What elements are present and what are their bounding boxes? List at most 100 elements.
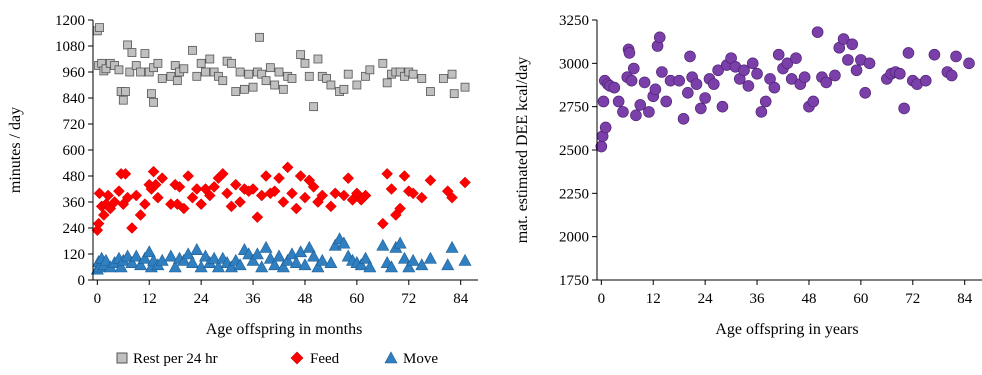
left-feed-point bbox=[108, 196, 121, 208]
right-series-0-point bbox=[699, 92, 711, 104]
left-feed-point bbox=[221, 187, 233, 200]
left-rest-per-24-hr-point bbox=[313, 54, 323, 64]
left-rest-per-24-hr-point bbox=[235, 67, 245, 77]
left-move-point bbox=[134, 258, 148, 271]
right-series-0-point bbox=[707, 78, 720, 90]
right-series-0-point bbox=[673, 74, 685, 87]
left-rest-per-24-hr-point bbox=[114, 65, 124, 75]
left-rest-per-24-hr-point bbox=[300, 58, 310, 68]
right-series-0-point bbox=[902, 47, 915, 59]
left-move-point bbox=[406, 253, 420, 266]
left-feed-point bbox=[381, 167, 394, 180]
left-feed-point bbox=[119, 167, 132, 180]
left-rest-per-24-hr-point bbox=[149, 97, 158, 107]
left-x-tick-label: 48 bbox=[297, 291, 312, 307]
left-rest-per-24-hr-point bbox=[140, 49, 150, 58]
left-feed-point bbox=[93, 187, 106, 200]
left-move-point bbox=[198, 249, 212, 262]
left-rest-per-24-hr-point bbox=[240, 84, 249, 94]
left-move-point bbox=[272, 249, 286, 262]
right-series-0-point bbox=[682, 87, 694, 99]
right-series-0-point bbox=[660, 95, 673, 108]
left-rest-per-24-hr-point bbox=[125, 67, 135, 77]
left-feed-point bbox=[407, 187, 419, 200]
right-y-tick-label: 2750 bbox=[559, 100, 589, 116]
left-rest-per-24-hr-point bbox=[172, 76, 182, 86]
left-move-point bbox=[281, 253, 295, 266]
left-rest-per-24-hr-point bbox=[270, 80, 280, 90]
right-series-0-point bbox=[638, 76, 651, 89]
left-rest-per-24-hr-point bbox=[244, 69, 254, 79]
left-feed-point bbox=[216, 167, 229, 180]
left-feed-point bbox=[147, 165, 160, 178]
left-feed-point bbox=[173, 180, 186, 193]
left-feed-point bbox=[97, 209, 110, 221]
left-rest-per-24-hr-point bbox=[447, 69, 457, 79]
left-rest-per-24-hr-point bbox=[192, 71, 202, 81]
left-x-tick-label: 84 bbox=[453, 291, 469, 307]
left-x-tick-label: 60 bbox=[349, 291, 364, 307]
right-series-0-point bbox=[649, 83, 662, 96]
right-series-0-point bbox=[690, 78, 703, 90]
right-series-0-point bbox=[811, 26, 824, 38]
activity-chart: 0 120 240 360 480 600 720 840 960 1080 1200 0 12 24 36… bbox=[7, 13, 478, 338]
left-feed-point bbox=[281, 161, 294, 174]
left-rest-per-24-hr-point bbox=[157, 74, 167, 83]
left-feed-point bbox=[247, 183, 259, 195]
left-rest-per-24-hr-point bbox=[201, 67, 210, 77]
legend-feed-marker bbox=[290, 351, 304, 365]
right-series-0-point bbox=[738, 64, 750, 77]
right-series-0-point bbox=[790, 52, 802, 64]
right-series-0-point bbox=[919, 74, 932, 87]
left-feed-point bbox=[134, 209, 147, 221]
right-series-0-point bbox=[599, 121, 612, 134]
left-feed-point bbox=[130, 189, 143, 202]
left-move-point bbox=[114, 260, 128, 273]
left-rest-per-24-hr-point bbox=[179, 64, 189, 74]
left-rest-per-24-hr-point bbox=[261, 76, 271, 86]
right-x-tick-label: 24 bbox=[698, 291, 714, 307]
left-feed-point bbox=[156, 172, 169, 185]
left-move-point bbox=[415, 258, 429, 271]
left-y-tick-label: 1080 bbox=[55, 39, 85, 55]
left-feed-point bbox=[294, 170, 307, 182]
left-x-tick-label: 36 bbox=[246, 291, 262, 307]
left-feed-point bbox=[177, 202, 190, 215]
right-x-tick-label: 0 bbox=[598, 291, 606, 307]
left-feed-point bbox=[260, 170, 272, 182]
left-rest-per-24-hr-point bbox=[255, 32, 264, 42]
left-feed-point bbox=[286, 187, 298, 200]
left-move-point bbox=[441, 258, 455, 271]
left-y-tick-label: 480 bbox=[63, 169, 86, 185]
left-x-tick-label: 12 bbox=[142, 291, 157, 307]
left-move-point bbox=[376, 238, 390, 251]
right-x-tick-label: 84 bbox=[957, 291, 973, 307]
right-series-0-point bbox=[625, 74, 638, 87]
left-feed-point bbox=[139, 198, 151, 211]
right-series-0-point bbox=[820, 76, 833, 89]
left-move-point bbox=[168, 260, 182, 273]
right-series-0-point bbox=[712, 64, 724, 77]
left-move-point bbox=[397, 251, 411, 264]
left-rest-per-24-hr-point bbox=[382, 78, 392, 88]
right-series-0-point bbox=[842, 54, 854, 66]
left-move-point bbox=[268, 258, 282, 271]
left-move-point bbox=[255, 260, 269, 273]
left-feed-point bbox=[376, 217, 389, 230]
left-rest-per-24-hr-point bbox=[352, 80, 362, 90]
right-series-0-point bbox=[846, 38, 859, 51]
right-series-0-point bbox=[798, 71, 811, 83]
left-feed-point bbox=[102, 189, 114, 202]
left-move-point bbox=[276, 260, 290, 273]
right-y-axis-label: mat. estimated DEE kcal/day bbox=[514, 57, 531, 244]
right-series-0-point bbox=[772, 48, 785, 61]
legend-feed-label: Feed bbox=[310, 351, 340, 367]
left-move-point bbox=[307, 249, 321, 262]
left-move-point bbox=[315, 253, 329, 266]
left-feed-point bbox=[182, 170, 195, 182]
left-feed-point bbox=[316, 189, 329, 202]
right-series-0-point bbox=[859, 87, 872, 99]
left-move-point bbox=[207, 251, 221, 264]
left-rest-per-24-hr-point bbox=[449, 89, 459, 99]
